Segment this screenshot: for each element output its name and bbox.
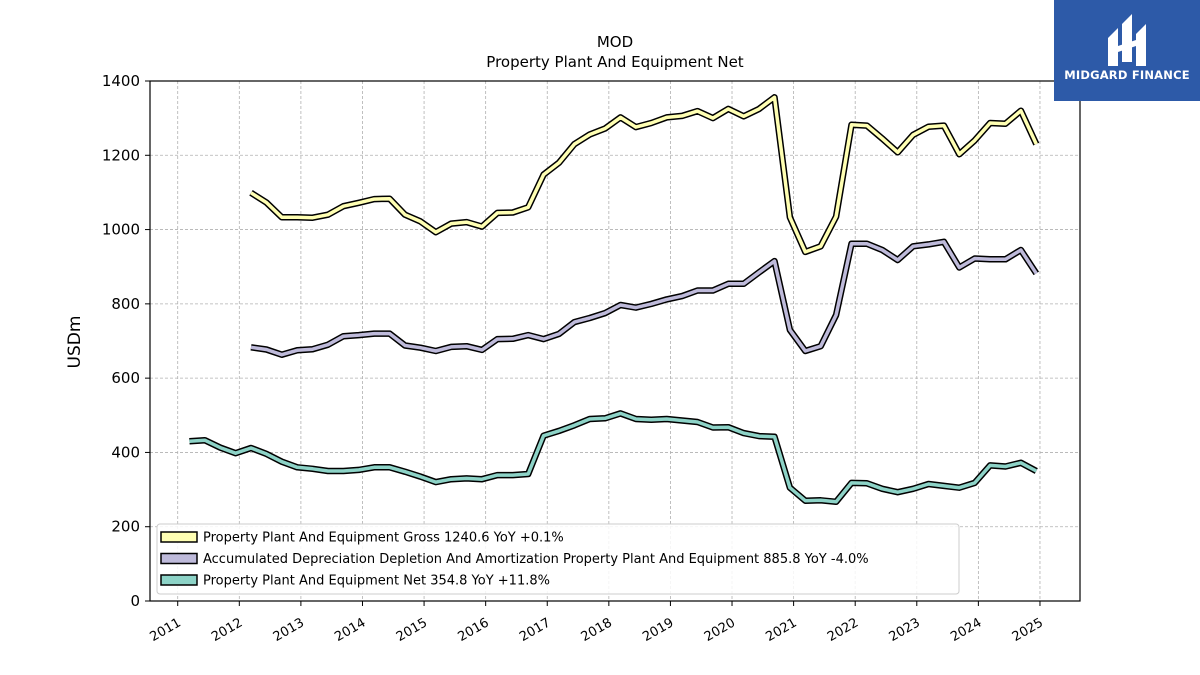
y-axis-label: USDm (65, 316, 85, 369)
x-tick-label: 2025 (1010, 615, 1046, 645)
series-line (189, 411, 1038, 504)
brand-name: MIDGARD FINANCE (1064, 68, 1190, 82)
plot-frame (149, 80, 1081, 602)
y-tick-label: 600 (111, 369, 140, 387)
series-0 (249, 94, 1040, 256)
y-tick-label: 0 (130, 592, 140, 610)
brand-logo: MIDGARD FINANCE (1054, 0, 1200, 101)
chart-title: MOD (597, 33, 633, 51)
y-tick-label: 1200 (102, 146, 140, 164)
series-line-outline (249, 94, 1040, 256)
x-tick-label: 2018 (579, 615, 615, 645)
x-tick-label: 2022 (825, 615, 861, 645)
series-line-outline (250, 238, 1040, 358)
midgard-finance-logo-icon (1108, 14, 1146, 66)
x-tick-label: 2024 (948, 615, 984, 645)
series-line (250, 95, 1038, 254)
legend-entry: Property Plant And Equipment Net 354.8 Y… (203, 574, 550, 589)
legend-entry: Accumulated Depreciation Depletion And A… (203, 552, 869, 567)
legend-swatch (160, 574, 198, 586)
series-1 (250, 238, 1040, 358)
x-tick-label: 2023 (887, 615, 923, 645)
series-line (250, 240, 1038, 357)
y-tick-label: 400 (111, 443, 140, 461)
legend: Property Plant And Equipment Gross 1240.… (156, 523, 960, 595)
grid-lines (150, 80, 1080, 602)
x-tick-label: 2012 (209, 615, 245, 645)
x-tick-label: 2017 (517, 615, 553, 645)
series-layer (189, 94, 1040, 506)
x-tick-label: 2011 (148, 615, 184, 645)
legend-box (156, 523, 960, 595)
y-tick-label: 1000 (102, 221, 140, 239)
y-tick-label: 200 (111, 518, 140, 536)
x-tick-label: 2014 (332, 615, 368, 645)
x-tick-label: 2013 (271, 615, 307, 645)
x-tick-label: 2021 (763, 615, 799, 645)
y-tick-label: 1400 (102, 72, 140, 90)
x-tick-label: 2015 (394, 615, 430, 645)
x-tick-label: 2016 (456, 615, 492, 645)
legend-swatch (160, 552, 198, 565)
chart-subtitle: Property Plant And Equipment Net (486, 53, 743, 71)
y-tick-label: 800 (111, 295, 140, 313)
legend-swatch (160, 531, 198, 543)
legend-entry: Property Plant And Equipment Gross 1240.… (203, 531, 564, 546)
series-2 (189, 410, 1038, 506)
x-tick-label: 2019 (640, 615, 676, 645)
x-tick-label: 2020 (702, 615, 738, 645)
